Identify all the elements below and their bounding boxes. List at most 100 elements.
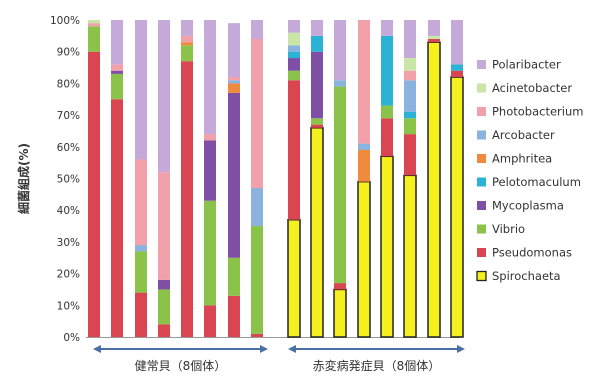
bar-segment xyxy=(204,20,216,135)
y-tick-label: 10% xyxy=(57,300,80,312)
bar-segment xyxy=(428,39,440,43)
bar-segment xyxy=(334,283,346,290)
bar-segment xyxy=(310,127,324,338)
bar-segment xyxy=(135,245,147,252)
bar-segment xyxy=(334,80,346,87)
bar-segment xyxy=(158,279,170,290)
bar-segment xyxy=(204,140,216,201)
bar-segment xyxy=(228,77,240,81)
bar-segment xyxy=(288,58,300,71)
bar-segment xyxy=(88,26,100,52)
bar-segment xyxy=(204,134,216,141)
bar-segment xyxy=(404,20,416,59)
bar-segment xyxy=(404,111,416,119)
bar-segment xyxy=(311,51,323,119)
legend-label: Photobacterium xyxy=(492,105,583,119)
y-tick-label: 20% xyxy=(57,269,80,281)
group-label: 健常貝（8個体） xyxy=(135,359,227,373)
bar-segment xyxy=(404,118,416,135)
legend-label: Pseudomonas xyxy=(492,246,572,260)
bar-segment xyxy=(288,32,300,46)
bar-segment xyxy=(380,155,394,338)
bar-segment xyxy=(228,83,240,93)
bar-segment xyxy=(88,23,100,27)
bar-segment xyxy=(451,64,463,71)
bar-segment xyxy=(288,70,300,81)
bars xyxy=(88,20,464,338)
legend-swatch xyxy=(477,177,486,187)
legend-label: Polaribacter xyxy=(492,58,561,72)
legend-swatch xyxy=(476,270,487,282)
bar-segment xyxy=(111,64,123,71)
bar-segment xyxy=(158,20,170,173)
bar-segment xyxy=(427,41,441,338)
bar-segment xyxy=(428,35,440,40)
legend-label: Vibrio xyxy=(492,222,525,236)
bar-segment xyxy=(404,70,416,81)
bar-segment xyxy=(181,45,193,62)
bar-segment xyxy=(381,105,393,119)
bar-segment xyxy=(287,218,301,338)
bar-segment xyxy=(228,23,240,78)
legend-swatch xyxy=(477,60,486,69)
bar-segment xyxy=(288,80,300,220)
bar-segment xyxy=(404,134,416,176)
y-tick-label: 90% xyxy=(57,47,80,59)
bar-segment xyxy=(181,42,193,46)
arrow-head-right xyxy=(260,345,268,353)
bar-segment xyxy=(251,226,263,334)
bar-segment xyxy=(158,324,170,337)
bar-segment xyxy=(135,251,147,293)
bar-segment xyxy=(334,86,346,284)
bar-segment xyxy=(251,20,263,40)
bar-segment xyxy=(358,20,370,144)
y-tick-label: 100% xyxy=(50,15,80,27)
y-axis-label: 細菌組成(%) xyxy=(16,143,31,214)
legend-label: Mycoplasma xyxy=(492,199,564,213)
legend-swatch xyxy=(477,248,486,257)
bar-segment xyxy=(451,70,463,78)
legend-swatch xyxy=(477,201,486,210)
bar-segment xyxy=(381,118,393,157)
bar-segment xyxy=(228,257,240,296)
bar-segment xyxy=(450,76,464,338)
bar-segment xyxy=(288,20,300,33)
bar-segment xyxy=(181,20,193,36)
bar-segment xyxy=(228,80,240,84)
legend-label: Acinetobacter xyxy=(492,81,572,95)
bar-segment xyxy=(403,174,417,338)
y-tick-label: 30% xyxy=(57,237,80,249)
bar-segment xyxy=(404,58,416,71)
legend-label: Spirochaeta xyxy=(492,269,561,283)
bar-segment xyxy=(334,20,346,81)
y-axis-ticks: 0% 10% 20% 30% 40% 50% 60% 70% 80% 90% 100% xyxy=(50,15,80,344)
y-tick-label: 50% xyxy=(57,174,80,186)
bar-segment xyxy=(135,20,147,160)
bar-segment xyxy=(251,188,263,227)
y-tick-label: 40% xyxy=(57,205,80,217)
legend-swatch xyxy=(477,83,486,93)
bar-segment xyxy=(251,333,263,337)
arrow-head-left xyxy=(93,345,101,353)
bar-segment xyxy=(181,35,193,43)
bar-segment xyxy=(311,124,323,128)
y-tick-label: 60% xyxy=(57,142,80,154)
bar-segment xyxy=(428,20,440,36)
bar-segment xyxy=(358,143,370,150)
bar-segment xyxy=(204,305,216,337)
bar-segment xyxy=(311,118,323,125)
y-tick-label: 0% xyxy=(63,332,80,344)
bar-segment xyxy=(135,292,147,337)
bar-segment xyxy=(288,51,300,59)
bar-segment xyxy=(88,51,100,337)
y-tick-label: 70% xyxy=(57,110,80,122)
bar-segment xyxy=(381,35,393,106)
legend-swatch xyxy=(477,107,486,116)
arrow-head-left xyxy=(288,345,296,353)
bar-segment xyxy=(228,92,240,258)
bar-segment xyxy=(333,288,347,338)
bar-segment xyxy=(288,45,300,52)
bar-segment xyxy=(357,180,371,338)
arrow-head-right xyxy=(457,345,465,353)
